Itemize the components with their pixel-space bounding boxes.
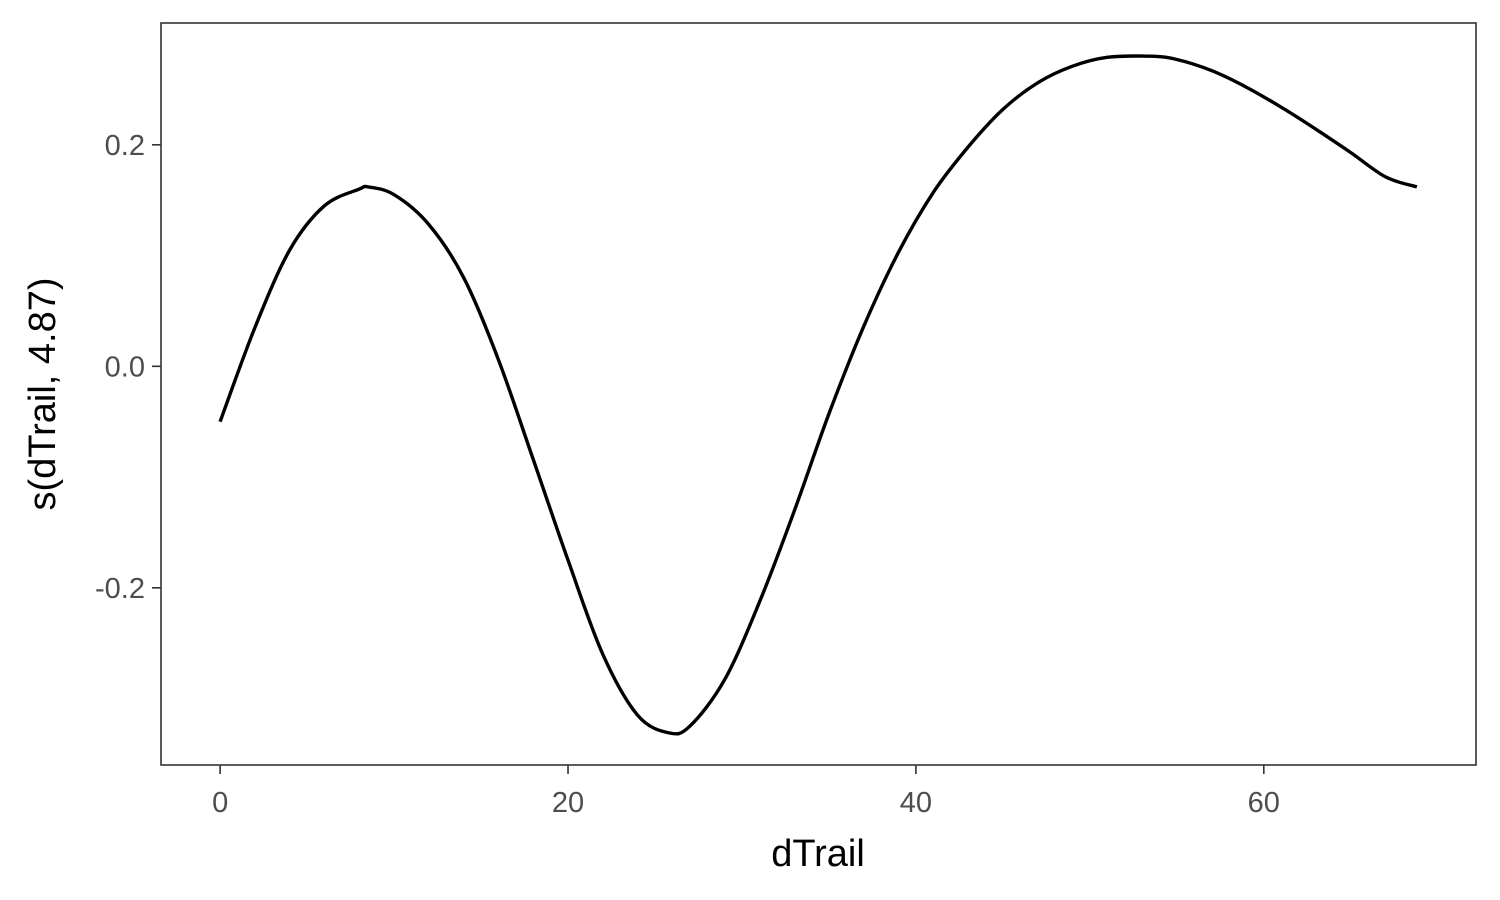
y-axis-title: s(dTrail, 4.87) [22, 278, 64, 511]
smooth-curve-line [218, 54, 1418, 736]
y-tick-label: -0.2 [95, 573, 145, 605]
x-axis-title: dTrail [771, 833, 865, 875]
plot-panel-border [160, 22, 1477, 766]
x-tick-label: 40 [900, 787, 932, 819]
y-tick-label: 0.2 [105, 130, 145, 162]
x-tick-label: 20 [552, 787, 584, 819]
y-tick-label: 0.0 [105, 351, 145, 383]
x-tick-label: 0 [212, 787, 228, 819]
x-tick-label: 60 [1248, 787, 1280, 819]
